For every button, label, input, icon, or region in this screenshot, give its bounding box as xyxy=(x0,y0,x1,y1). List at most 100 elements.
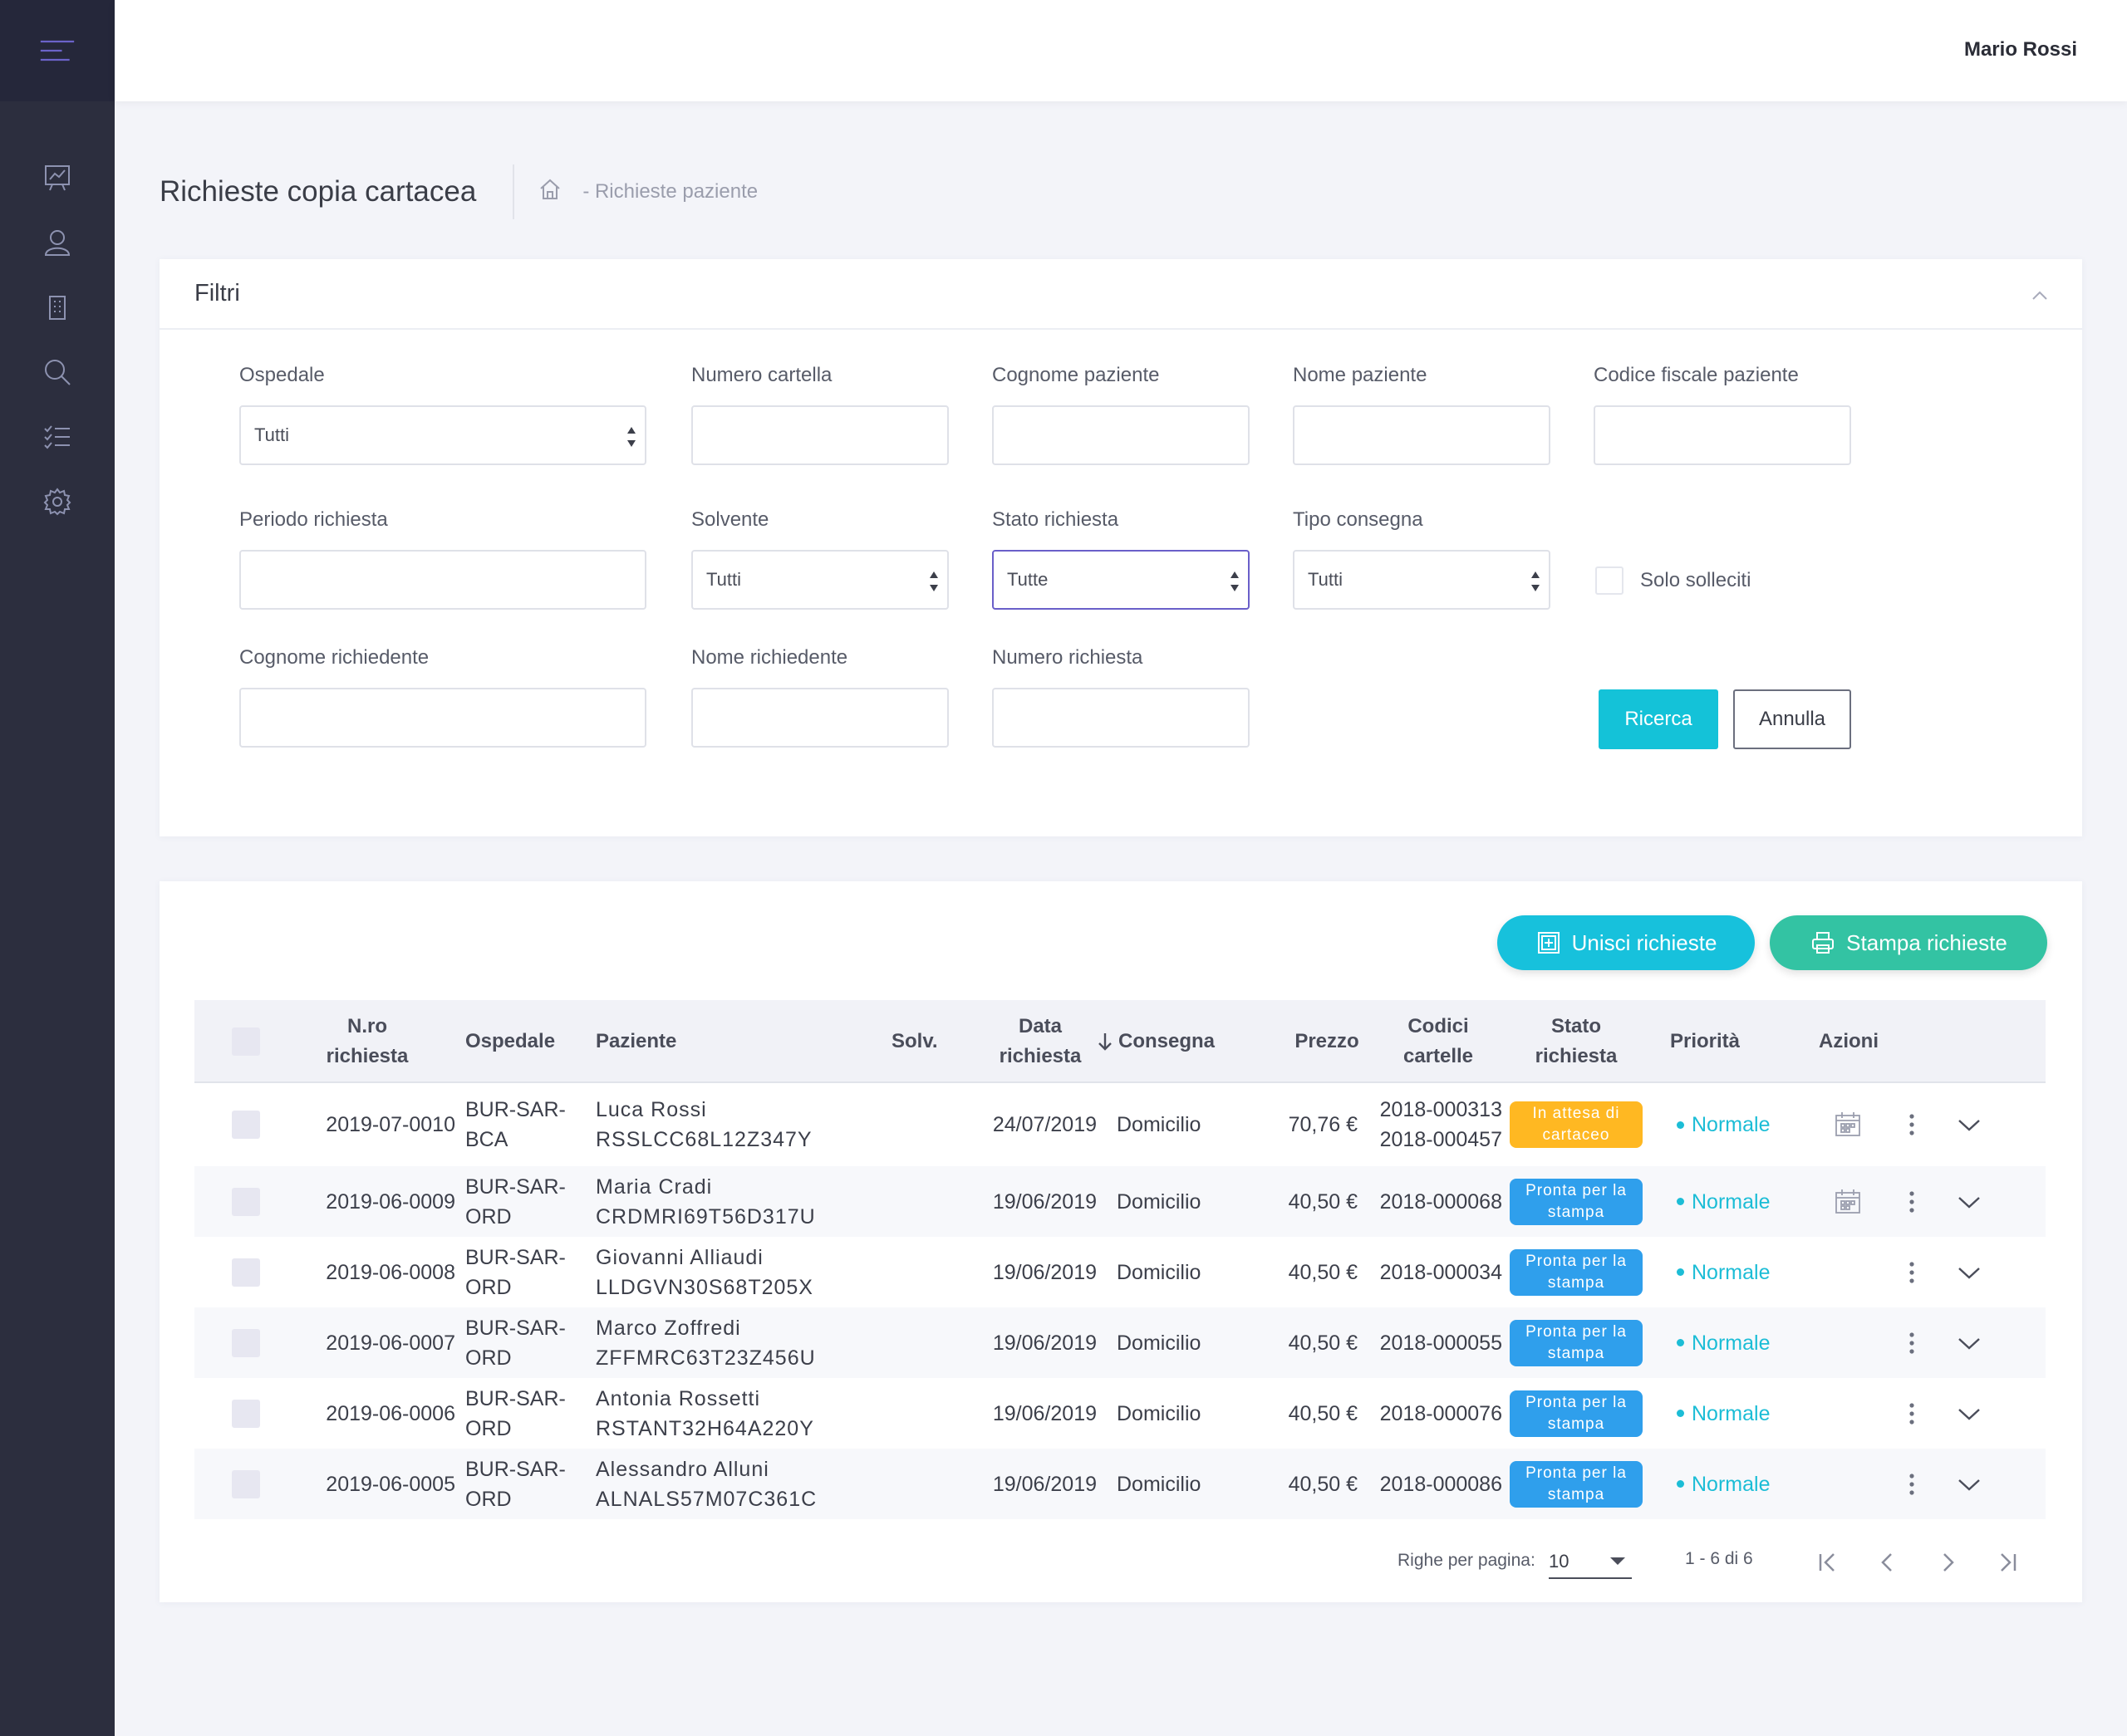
stato-select[interactable]: Tutte xyxy=(992,550,1250,610)
patient-cell: Luca Rossi RSSLCC68L12Z347Y xyxy=(596,1083,862,1166)
hamburger-menu-icon[interactable] xyxy=(39,32,76,69)
price: 40,50 € xyxy=(1288,1260,1358,1284)
header-paziente[interactable]: Paziente xyxy=(596,1030,677,1052)
patient-fiscal-code: LLDGVN30S68T205X xyxy=(596,1275,813,1299)
previous-page-icon[interactable] xyxy=(1873,1546,1903,1579)
solvente-field: Solvente Tutti xyxy=(691,508,949,610)
nome-richiedente-input[interactable] xyxy=(691,688,949,748)
chevron-down-icon[interactable] xyxy=(1953,1449,1986,1519)
home-icon[interactable] xyxy=(538,177,582,208)
table-row[interactable]: 2019-06-0009 BUR-SAR- ORD Maria Cradi CRDMRI… xyxy=(194,1166,2046,1237)
rows-per-page-select[interactable]: 10 xyxy=(1549,1546,1632,1579)
periodo-label: Periodo richiesta xyxy=(239,508,388,531)
checklist-icon[interactable] xyxy=(39,419,76,455)
row-checkbox[interactable] xyxy=(232,1469,260,1498)
priority-label: Normale xyxy=(1677,1328,1770,1358)
header-priorita[interactable]: Priorità xyxy=(1669,1030,1741,1052)
more-vertical-icon[interactable] xyxy=(1899,1449,1924,1519)
header-consegna-wrap[interactable]: Consegna xyxy=(1097,1000,1238,1083)
header-solv[interactable]: Solv. xyxy=(892,1030,938,1052)
chevron-down-icon[interactable] xyxy=(1953,1083,1986,1166)
header-stato[interactable]: Stato richiesta xyxy=(1535,1015,1618,1067)
more-vertical-icon[interactable] xyxy=(1899,1307,1924,1378)
last-page-icon[interactable] xyxy=(1992,1546,2022,1579)
nome-richiedente-label: Nome richiedente xyxy=(691,646,848,669)
chevron-down-icon[interactable] xyxy=(1953,1166,1986,1237)
codice-fiscale-input[interactable] xyxy=(1594,405,1851,465)
select-all-checkbox[interactable] xyxy=(232,1027,260,1056)
folder-code: 2018-000457 xyxy=(1379,1128,1502,1151)
numero-cartella-input[interactable] xyxy=(691,405,949,465)
priority-cell: Normale xyxy=(1677,1449,1785,1519)
folder-codes-cell: 2018-000076 xyxy=(1378,1378,1502,1449)
status-line-2: stampa xyxy=(1547,1344,1605,1362)
more-vertical-icon[interactable] xyxy=(1899,1083,1924,1166)
periodo-input[interactable] xyxy=(239,550,646,610)
row-checkbox[interactable] xyxy=(232,1328,260,1357)
table-row[interactable]: 2019-06-0005 BUR-SAR- ORD Alessandro Alluni… xyxy=(194,1449,2046,1519)
chevron-down-icon[interactable] xyxy=(1953,1307,1986,1378)
solvente-select[interactable]: Tutti xyxy=(691,550,949,610)
more-vertical-icon[interactable] xyxy=(1899,1378,1924,1449)
cognome-richiedente-input[interactable] xyxy=(239,688,646,748)
header-data[interactable]: Data richiesta xyxy=(999,1015,1082,1067)
patient-fiscal-code: RSTANT32H64A220Y xyxy=(596,1416,814,1440)
hospital-line-2: ORD xyxy=(465,1204,512,1228)
patient-fiscal-code: RSSLCC68L12Z347Y xyxy=(596,1128,813,1151)
nome-paziente-label: Nome paziente xyxy=(1293,364,1427,386)
chevron-down-icon[interactable] xyxy=(1953,1378,1986,1449)
calendar-icon[interactable] xyxy=(1831,1083,1864,1166)
chart-presentation-icon[interactable] xyxy=(39,159,76,196)
header-numero[interactable]: N.ro richiesta xyxy=(326,1015,409,1067)
hospital-line-1: BUR-SAR- xyxy=(465,1174,566,1199)
table-row[interactable]: 2019-07-0010 BUR-SAR- BCA Luca Rossi RSSLCC6… xyxy=(194,1083,2046,1166)
chevron-up-icon[interactable] xyxy=(2031,284,2049,302)
select-arrows-icon xyxy=(626,427,636,447)
building-icon[interactable] xyxy=(39,289,76,326)
tipo-consegna-select[interactable]: Tutti xyxy=(1293,550,1550,610)
hospital-line-2: ORD xyxy=(465,1275,512,1299)
row-checkbox[interactable] xyxy=(232,1111,260,1139)
cancel-button[interactable]: Annulla xyxy=(1733,689,1851,749)
gear-icon[interactable] xyxy=(39,483,76,520)
calendar-icon[interactable] xyxy=(1831,1166,1864,1237)
status-cell: In attesa di cartaceo xyxy=(1510,1083,1643,1166)
merge-requests-label: Unisci richieste xyxy=(1571,929,1717,955)
print-requests-button[interactable]: Stampa richieste xyxy=(1770,915,2047,970)
row-checkbox[interactable] xyxy=(232,1187,260,1216)
ospedale-select[interactable]: Tutti xyxy=(239,405,646,465)
folder-code: 2018-000055 xyxy=(1379,1331,1502,1355)
header-ospedale[interactable]: Ospedale xyxy=(465,1030,556,1052)
cognome-paziente-input[interactable] xyxy=(992,405,1250,465)
search-icon[interactable] xyxy=(39,354,76,390)
chevron-down-icon[interactable] xyxy=(1953,1237,1986,1307)
table-row[interactable]: 2019-06-0007 BUR-SAR- ORD Marco Zoffredi ZFF… xyxy=(194,1307,2046,1378)
request-number: 2019-06-0005 xyxy=(326,1472,455,1496)
solleciti-label[interactable]: Solo solleciti xyxy=(1640,569,1751,591)
status-line-2: cartaceo xyxy=(1542,1126,1610,1144)
header-prezzo[interactable]: Prezzo xyxy=(1294,1030,1359,1052)
status-badge: Pronta per la stampa xyxy=(1510,1248,1643,1296)
row-checkbox[interactable] xyxy=(232,1399,260,1428)
request-date: 19/06/2019 xyxy=(992,1260,1097,1284)
cognome-paziente-label: Cognome paziente xyxy=(992,364,1160,386)
row-checkbox[interactable] xyxy=(232,1258,260,1287)
user-icon[interactable] xyxy=(39,224,76,261)
first-page-icon[interactable] xyxy=(1813,1546,1843,1579)
hospital-cell: BUR-SAR- ORD xyxy=(465,1449,573,1519)
next-page-icon[interactable] xyxy=(1933,1546,1962,1579)
breadcrumb-item[interactable]: - Richieste paziente xyxy=(582,180,759,203)
nome-paziente-input[interactable] xyxy=(1293,405,1550,465)
table-row[interactable]: 2019-06-0006 BUR-SAR- ORD Antonia Rossetti R… xyxy=(194,1378,2046,1449)
numero-richiesta-input[interactable] xyxy=(992,688,1250,748)
search-button[interactable]: Ricerca xyxy=(1599,689,1718,749)
solleciti-checkbox[interactable] xyxy=(1595,566,1623,595)
header-codici[interactable]: Codici cartelle xyxy=(1402,1015,1474,1067)
header-consegna: Consegna xyxy=(1118,1030,1216,1052)
table-row[interactable]: 2019-06-0008 BUR-SAR- ORD Giovanni Alliaudi… xyxy=(194,1237,2046,1307)
more-vertical-icon[interactable] xyxy=(1899,1237,1924,1307)
user-name[interactable]: Mario Rossi xyxy=(1963,38,2077,61)
stato-field: Stato richiesta Tutte xyxy=(992,508,1250,610)
more-vertical-icon[interactable] xyxy=(1899,1166,1924,1237)
merge-requests-button[interactable]: Unisci richieste xyxy=(1497,915,1755,970)
